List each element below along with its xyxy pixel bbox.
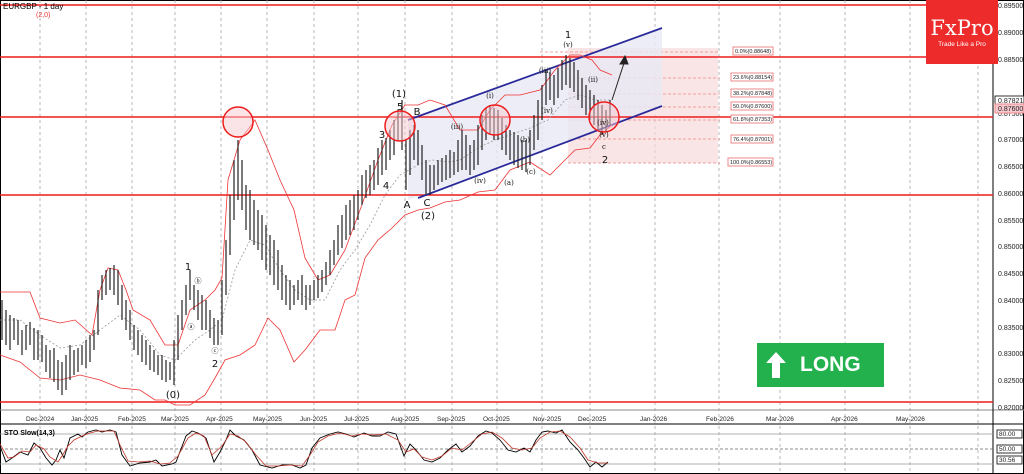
svg-text:0.87600: 0.87600 xyxy=(998,106,1023,113)
svg-text:38.2%(0.87848): 38.2%(0.87848) xyxy=(733,91,772,97)
fib-labels: 0.0%(0.88648) 23.6%(0.88154) 38.2%(0.878… xyxy=(727,46,774,167)
long-signal-badge: LONG xyxy=(757,343,884,387)
svg-text:50.0%(0.87600): 50.0%(0.87600) xyxy=(733,104,772,110)
minor-wave-labels: ⓑⓐⓒ (i)(iii)(iv) (b)(a)(c) (iii)(v)(iv) … xyxy=(188,41,610,355)
svg-text:0.84500: 0.84500 xyxy=(998,271,1023,278)
svg-text:Dec-2024: Dec-2024 xyxy=(26,416,55,423)
arrow-up-icon xyxy=(766,352,786,378)
svg-text:ⓒ: ⓒ xyxy=(212,347,219,355)
svg-text:(iv): (iv) xyxy=(541,107,553,115)
svg-text:0.83500: 0.83500 xyxy=(998,325,1023,332)
svg-text:c: c xyxy=(602,143,606,151)
svg-text:80.00: 80.00 xyxy=(999,431,1016,438)
logo-brand: FxPro xyxy=(930,16,994,40)
svg-text:Aug-2025: Aug-2025 xyxy=(391,416,420,423)
svg-text:Jan-2026: Jan-2026 xyxy=(640,416,667,423)
svg-text:0.89500: 0.89500 xyxy=(998,3,1023,10)
stochastic-panel: 80.00 50.00 30.56 xyxy=(0,429,1023,469)
svg-text:0.86000: 0.86000 xyxy=(998,191,1023,198)
svg-text:Feb-2026: Feb-2026 xyxy=(706,416,734,423)
svg-text:Dec-2025: Dec-2025 xyxy=(578,416,607,423)
svg-text:Mar-2026: Mar-2026 xyxy=(766,416,794,423)
svg-text:(a): (a) xyxy=(504,179,514,187)
chart-subtitle: (2,0) xyxy=(36,12,51,19)
svg-text:(b): (b) xyxy=(520,136,530,144)
svg-text:0.87821: 0.87821 xyxy=(998,98,1023,105)
svg-text:(2): (2) xyxy=(421,211,435,222)
bollinger-bands xyxy=(0,54,613,406)
svg-text:(iv): (iv) xyxy=(474,177,486,185)
price-axis: 0.89500 0.89000 0.88500 0.87500 0.87000 0.86… xyxy=(994,3,1024,412)
svg-text:61.8%(0.87353): 61.8%(0.87353) xyxy=(733,117,772,123)
svg-text:ⓐ: ⓐ xyxy=(188,323,195,331)
svg-text:(v): (v) xyxy=(599,131,609,139)
svg-text:(iii): (iii) xyxy=(539,67,551,75)
svg-text:Oct-2025: Oct-2025 xyxy=(483,416,510,423)
svg-text:0.82500: 0.82500 xyxy=(998,378,1023,385)
svg-text:0.82000: 0.82000 xyxy=(998,405,1023,412)
svg-text:Jul-2025: Jul-2025 xyxy=(344,416,369,423)
svg-text:0.84000: 0.84000 xyxy=(998,298,1023,305)
svg-text:23.6%(0.88154): 23.6%(0.88154) xyxy=(733,75,772,81)
svg-text:A: A xyxy=(404,200,411,211)
svg-text:0.86500: 0.86500 xyxy=(998,164,1023,171)
svg-text:(1): (1) xyxy=(392,89,406,100)
svg-text:May-2025: May-2025 xyxy=(253,416,282,423)
stochastic-label: STO Slow(14,3) xyxy=(4,430,55,437)
svg-text:(ii): (ii) xyxy=(588,76,598,84)
channel-fill xyxy=(408,28,662,200)
svg-text:(c): (c) xyxy=(526,168,536,176)
svg-text:0.87500: 0.87500 xyxy=(998,111,1023,118)
svg-text:0.89000: 0.89000 xyxy=(998,30,1023,37)
highlight-circles xyxy=(222,101,620,142)
svg-text:Apr-2026: Apr-2026 xyxy=(831,416,858,423)
projection-arrow xyxy=(611,54,629,101)
svg-text:76.4%(0.87001): 76.4%(0.87001) xyxy=(733,137,772,143)
svg-text:2: 2 xyxy=(602,155,608,166)
svg-text:Apr-2025: Apr-2025 xyxy=(206,416,233,423)
svg-text:(v): (v) xyxy=(563,41,573,49)
svg-text:May-2026: May-2026 xyxy=(896,416,925,423)
wave-labels: (0) 1 2 3 4 5 (1) A B C (2) 1 2 xyxy=(166,30,608,401)
svg-text:B: B xyxy=(414,107,421,118)
svg-text:(0): (0) xyxy=(166,390,180,401)
svg-text:(iv): (iv) xyxy=(597,119,609,127)
signal-label: LONG xyxy=(800,353,861,376)
svg-text:0.85500: 0.85500 xyxy=(998,218,1023,225)
svg-text:50.00: 50.00 xyxy=(999,446,1016,453)
svg-text:Nov-2025: Nov-2025 xyxy=(533,416,562,423)
svg-text:Jan-2025: Jan-2025 xyxy=(71,416,98,423)
channel-lines xyxy=(407,27,663,199)
svg-text:2: 2 xyxy=(212,359,218,370)
svg-text:0.87000: 0.87000 xyxy=(998,137,1023,144)
svg-text:Mar-2025: Mar-2025 xyxy=(161,416,189,423)
logo-tagline: Trade Like a Pro xyxy=(938,41,986,48)
svg-text:1: 1 xyxy=(565,30,571,41)
svg-text:Jun-2025: Jun-2025 xyxy=(300,416,327,423)
svg-text:3: 3 xyxy=(379,130,385,141)
svg-text:0.0%(0.88648): 0.0%(0.88648) xyxy=(735,49,771,55)
svg-text:(i): (i) xyxy=(486,92,494,100)
date-axis: Dec-2024 Jan-2025 Feb-2025 Mar-2025 Apr-202… xyxy=(26,416,925,423)
fxpro-logo: FxPro Trade Like a Pro xyxy=(926,0,998,64)
svg-text:4: 4 xyxy=(383,181,389,192)
svg-text:1: 1 xyxy=(185,262,191,273)
svg-text:0.85000: 0.85000 xyxy=(998,244,1023,251)
chart-title: EURGBP - 1 day xyxy=(3,2,64,11)
month-grid xyxy=(39,0,979,474)
svg-text:Sep-2025: Sep-2025 xyxy=(437,416,466,423)
svg-text:Feb-2025: Feb-2025 xyxy=(118,416,146,423)
svg-text:0.88500: 0.88500 xyxy=(998,57,1023,64)
svg-text:30.56: 30.56 xyxy=(999,457,1016,464)
svg-text:100.0%(0.86553): 100.0%(0.86553) xyxy=(730,160,772,166)
candles xyxy=(1,55,611,395)
svg-text:ⓑ: ⓑ xyxy=(195,277,202,285)
svg-text:0.83000: 0.83000 xyxy=(998,351,1023,358)
svg-text:(iii): (iii) xyxy=(451,123,463,131)
svg-text:5: 5 xyxy=(397,102,403,113)
svg-text:C: C xyxy=(424,198,431,209)
